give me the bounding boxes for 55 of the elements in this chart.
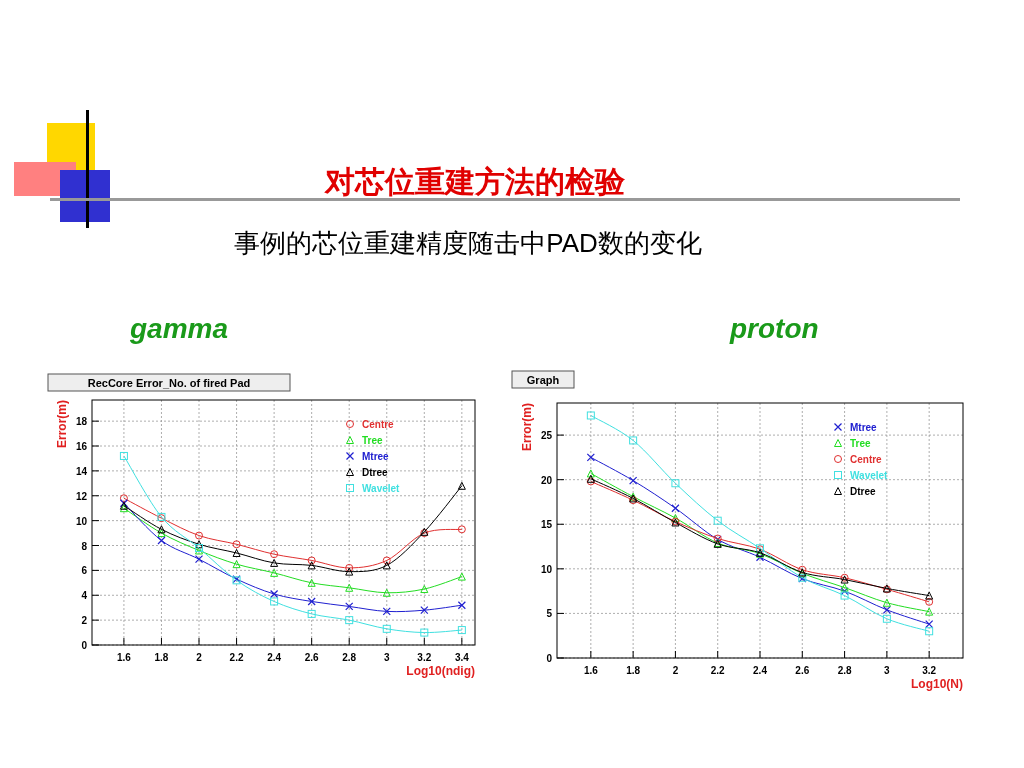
x-tick-label: 1.8 — [626, 665, 641, 676]
y-tick-label: 15 — [540, 519, 553, 531]
y-tick-label: 4 — [81, 590, 88, 602]
x-tick-label: 2.4 — [753, 665, 768, 676]
legend-label: Mtree — [850, 422, 878, 433]
y-tick-label: 0 — [81, 640, 88, 651]
x-tick-label: 2.6 — [304, 652, 320, 663]
text: 事例的芯位重建精度随击中PAD数的变化 — [234, 228, 702, 258]
x-tick-label: 1.6 — [583, 665, 599, 676]
y-tick-label: 0 — [546, 653, 553, 664]
chart-subtitle: Graph — [526, 374, 560, 386]
text: 对芯位重建方法的检验 — [324, 165, 626, 198]
legend-label: Tree — [362, 435, 384, 446]
y-tick-label: 25 — [540, 430, 553, 442]
y-tick-label: 12 — [75, 490, 88, 502]
legend-label: Wavelet — [362, 483, 401, 494]
y-tick-label: 18 — [75, 416, 88, 428]
chart-title: gamma — [129, 313, 229, 344]
legend-label: Dtree — [362, 467, 388, 478]
chart-title: proton — [729, 313, 819, 344]
legend-label: Dtree — [850, 486, 876, 497]
y-axis-title: Error(m) — [520, 403, 534, 452]
x-tick-label: 2.8 — [342, 652, 357, 663]
y-tick-label: 5 — [546, 608, 553, 620]
y-tick-label: 20 — [540, 474, 553, 486]
y-axis-title: Error(m) — [55, 400, 69, 449]
x-tick-label: 2.4 — [267, 652, 282, 663]
y-tick-label: 2 — [81, 615, 88, 627]
legend-label: Tree — [850, 438, 872, 449]
x-tick-label: 2.2 — [710, 665, 726, 676]
x-tick-label: 1.6 — [116, 652, 132, 663]
y-tick-label: 8 — [81, 540, 88, 552]
x-tick-label: 3.2 — [417, 652, 432, 663]
x-axis-title: Log10(N) — [911, 677, 963, 691]
x-tick-label: 2 — [672, 665, 679, 676]
x-tick-label: 3 — [383, 652, 390, 663]
x-tick-label: 2.8 — [837, 665, 852, 676]
x-tick-label: 2.2 — [229, 652, 244, 663]
x-tick-label: 3.4 — [454, 652, 470, 663]
x-tick-label: 1.8 — [154, 652, 169, 663]
chart-subtitle: RecCore Error_No. of fired Pad — [87, 377, 251, 389]
y-tick-label: 14 — [75, 465, 88, 477]
x-axis-title: Log10(ndig) — [406, 664, 475, 678]
x-tick-label: 2 — [196, 652, 203, 663]
y-tick-label: 10 — [75, 515, 88, 527]
x-tick-label: 2.6 — [795, 665, 810, 676]
legend-label: Centre — [850, 454, 883, 465]
y-tick-label: 6 — [81, 565, 88, 577]
y-tick-label: 16 — [75, 441, 88, 453]
x-tick-label: 3 — [884, 665, 891, 676]
y-tick-label: 10 — [540, 563, 553, 575]
x-tick-label: 3.2 — [922, 665, 937, 676]
legend-label: Mtree — [362, 451, 390, 462]
legend-label: Centre — [362, 419, 395, 430]
legend-label: Wavelet — [850, 470, 889, 481]
